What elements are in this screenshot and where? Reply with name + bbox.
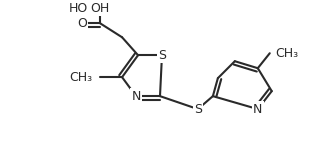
Text: O: O bbox=[77, 17, 87, 30]
Text: CH₃: CH₃ bbox=[69, 71, 92, 84]
Text: CH₃: CH₃ bbox=[276, 47, 299, 60]
Text: HO: HO bbox=[69, 2, 88, 15]
Text: S: S bbox=[194, 103, 202, 116]
Text: N: N bbox=[253, 103, 262, 116]
Text: N: N bbox=[131, 90, 141, 103]
Text: S: S bbox=[158, 49, 166, 62]
Text: OH: OH bbox=[91, 2, 110, 15]
